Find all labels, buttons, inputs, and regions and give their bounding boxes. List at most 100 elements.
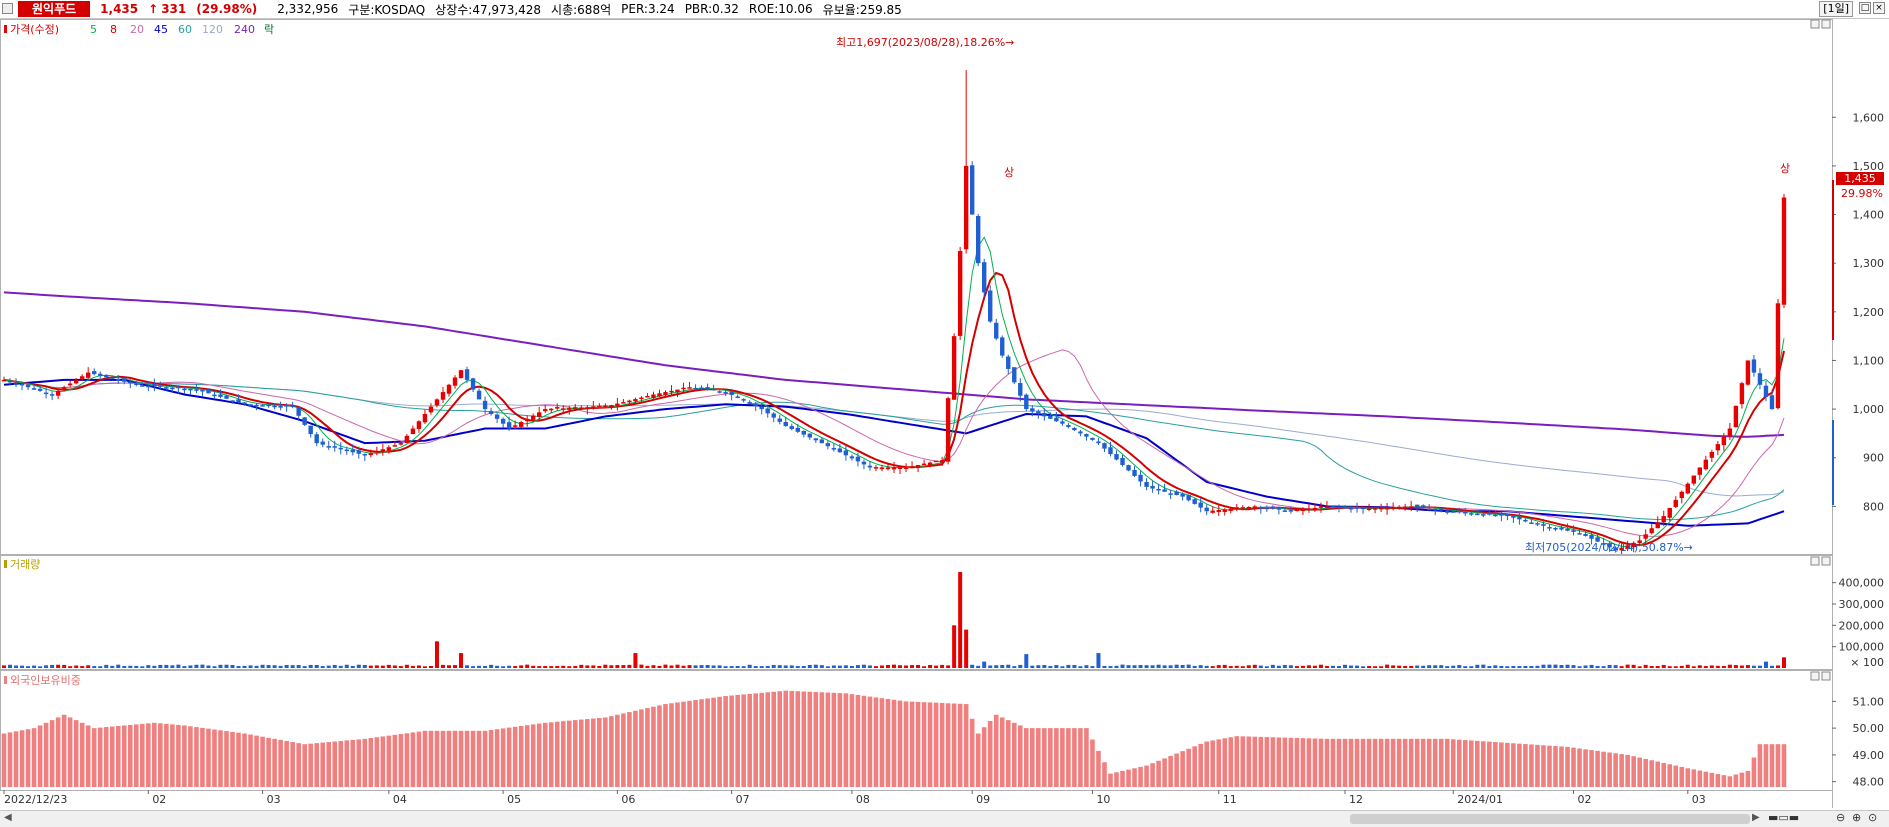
listed-shares: 상장수:47,973,428 [435, 2, 542, 17]
candle-body [452, 377, 458, 386]
candle-body [1006, 356, 1011, 369]
foreign-bar [1607, 752, 1612, 787]
volume-bar [1481, 664, 1486, 668]
volume-bar [910, 665, 915, 668]
candle-body [25, 384, 31, 388]
foreign-bar [1017, 725, 1023, 787]
volume-bar [1517, 666, 1522, 668]
volume-bar [940, 664, 945, 668]
period-selector[interactable]: [1일] [1819, 1, 1853, 17]
candle-body [134, 383, 139, 385]
candle-body [1258, 507, 1264, 509]
candle-body [92, 371, 97, 375]
volume-bar [110, 665, 115, 668]
volume-bar [398, 666, 403, 668]
foreign-bar [753, 693, 758, 787]
candle-body [1186, 495, 1191, 501]
candle-body [1228, 508, 1233, 511]
foreign-bar [1168, 755, 1173, 787]
zoom-in-icon[interactable]: ⊕ [1852, 811, 1862, 824]
foreign-bar [1030, 728, 1035, 787]
foreign-bar [536, 723, 542, 787]
zoom-out-icon[interactable]: ⊖ [1836, 811, 1846, 824]
candle-body [741, 399, 746, 401]
ma20-line [3, 349, 1785, 537]
foreign-bar [452, 730, 458, 787]
candle-body [320, 441, 325, 445]
foreign-bar [1066, 728, 1071, 787]
candle-body [705, 387, 710, 390]
foreign-bar [735, 694, 740, 787]
scroll-right-icon[interactable]: ▶ [1752, 812, 1760, 823]
volume-bar [1204, 665, 1209, 668]
zoom-slider[interactable]: ▬▭▬ [1768, 811, 1800, 824]
volume-bar [729, 666, 734, 668]
candle-body [729, 391, 734, 395]
foreign-bar [675, 702, 680, 787]
volume-bar [1691, 666, 1696, 668]
candle-body [1354, 507, 1360, 509]
foreign-bar [398, 734, 404, 787]
foreign-bar [176, 724, 181, 787]
candle-body [1541, 524, 1546, 526]
volume-bar [206, 665, 211, 668]
volume-bar [1589, 664, 1594, 668]
close-icon[interactable]: × [1873, 2, 1885, 14]
foreign-bar [572, 720, 578, 787]
volume-bar [296, 665, 301, 668]
candle-body [266, 404, 271, 407]
stock-name[interactable]: 원익푸드 [18, 1, 91, 17]
candle-body [711, 388, 716, 391]
candle-body [561, 408, 566, 410]
volume-bar [964, 629, 969, 668]
candle-body [416, 421, 422, 429]
candle-body [873, 467, 879, 469]
volume-bar [958, 572, 963, 668]
candle-body [98, 373, 103, 376]
foreign-bar [1240, 736, 1246, 787]
volume-bar [1625, 664, 1630, 668]
volume-bar [1355, 665, 1360, 668]
foreign-bar [284, 740, 289, 787]
volume-bar [1709, 665, 1714, 668]
candle-body [1234, 507, 1239, 509]
foreign-bar [314, 743, 320, 787]
volume-bar [1661, 664, 1666, 668]
candle-body [885, 467, 891, 470]
foreign-bar [1456, 739, 1462, 787]
volume-bar [224, 664, 229, 668]
volume-bar [1240, 666, 1245, 668]
candle-body [1276, 506, 1282, 510]
candle-body [350, 449, 355, 453]
panel-toggle-icon[interactable] [2, 3, 13, 14]
foreign-bar [332, 741, 338, 787]
volume-bar [68, 666, 73, 668]
foreign-bar [1462, 740, 1468, 787]
volume-bar [374, 665, 379, 668]
scroll-left-icon[interactable]: ◀ [4, 812, 12, 823]
candle-body [1066, 425, 1071, 427]
chart-scrollbar[interactable]: ◀ ▶ ▬▭▬ ⊖ ⊕ ⊙ [0, 810, 1889, 827]
low-annotation: 최저705(2024/02/14),50.87%→ [1525, 541, 1693, 554]
candle-body [1252, 506, 1258, 508]
restore-icon[interactable]: □ [1859, 2, 1871, 14]
zoom-reset-icon[interactable]: ⊙ [1868, 811, 1878, 824]
candle-body [717, 391, 722, 393]
foreign-bar [61, 714, 67, 787]
scroll-thumb[interactable] [1350, 814, 1750, 824]
candle-body [957, 251, 963, 336]
panel-buttons[interactable] [1810, 19, 1831, 681]
date-tick-label: 10 [1096, 793, 1110, 806]
foreign-bar [254, 735, 259, 787]
volume-bar [1006, 664, 1011, 668]
volume-bar [2, 665, 6, 668]
volume-bar [765, 665, 770, 668]
foreign-bar [200, 727, 205, 787]
market-type: 구분:KOSDAQ [348, 2, 426, 17]
volume-bar [344, 664, 349, 668]
foreign-bar [1372, 738, 1378, 787]
candle-body [374, 451, 380, 453]
volume-bar [1270, 664, 1275, 668]
volume-bar [988, 665, 993, 668]
